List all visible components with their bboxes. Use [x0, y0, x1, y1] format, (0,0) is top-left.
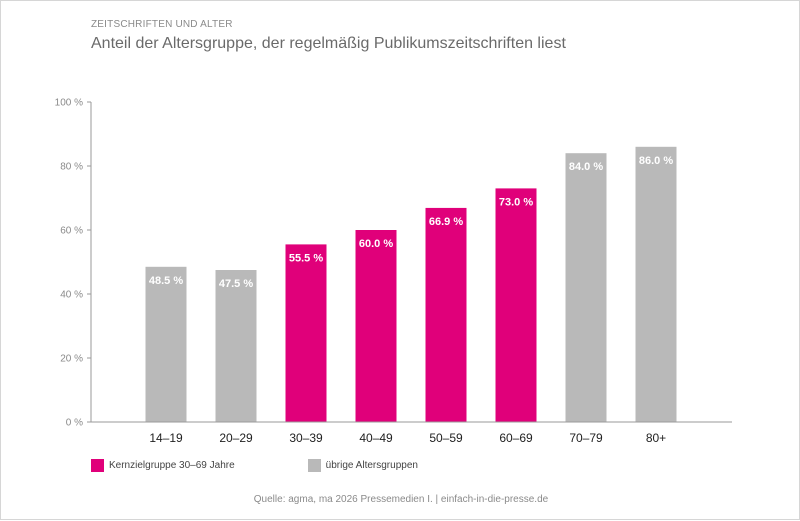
y-tick-label: 60 %: [60, 226, 83, 237]
bar-60–69: [495, 188, 537, 422]
chart-title: Anteil der Altersgruppe, der regelmäßig …: [91, 35, 566, 52]
chart-eyebrow: ZEITSCHRIFTEN UND ALTER: [91, 19, 233, 30]
bar-80+: [635, 146, 677, 423]
legend-swatch-core: [91, 459, 104, 472]
bar-value-label: 48.5 %: [149, 275, 183, 287]
x-category-label: 20–29: [219, 431, 253, 445]
bar-value-label: 73.0 %: [499, 196, 533, 208]
bar-value-label: 60.0 %: [359, 238, 393, 250]
x-category-label: 30–39: [289, 431, 323, 445]
bar-20–29: [215, 270, 257, 422]
bar-value-label: 55.5 %: [289, 252, 323, 264]
y-tick-label: 0 %: [66, 418, 83, 429]
source-note: Quelle: agma, ma 2026 Pressemedien I. | …: [253, 494, 549, 505]
y-tick-label: 100 %: [55, 98, 83, 109]
bar-30–39: [285, 244, 327, 422]
chart-legend: Kernzielgruppe 30–69 Jahre übrige Alters…: [91, 459, 418, 472]
x-category-label: 40–49: [359, 431, 393, 445]
bar-value-label: 47.5 %: [219, 278, 253, 290]
bar-14–19: [145, 266, 187, 422]
x-category-label: 14–19: [149, 431, 183, 445]
legend-item-other: übrige Altersgruppen: [307, 459, 418, 472]
bar-value-label: 84.0 %: [569, 161, 603, 173]
legend-label-other: übrige Altersgruppen: [325, 460, 418, 471]
y-tick-label: 20 %: [60, 354, 83, 365]
x-category-label: 80+: [646, 431, 666, 445]
bar-70–79: [565, 153, 607, 422]
bar-value-label: 86.0 %: [639, 155, 673, 167]
x-category-label: 70–79: [569, 431, 603, 445]
legend-item-core: Kernzielgruppe 30–69 Jahre: [91, 459, 235, 472]
bar-value-label: 66.9 %: [429, 216, 463, 228]
legend-swatch-other: [307, 459, 321, 472]
y-tick-label: 80 %: [60, 162, 83, 173]
bar-50–59: [425, 207, 467, 422]
x-category-label: 50–59: [429, 431, 463, 445]
x-category-label: 60–69: [499, 431, 533, 445]
legend-label-core: Kernzielgruppe 30–69 Jahre: [109, 460, 235, 471]
bar-40–49: [355, 230, 397, 422]
y-tick-label: 40 %: [60, 290, 83, 301]
